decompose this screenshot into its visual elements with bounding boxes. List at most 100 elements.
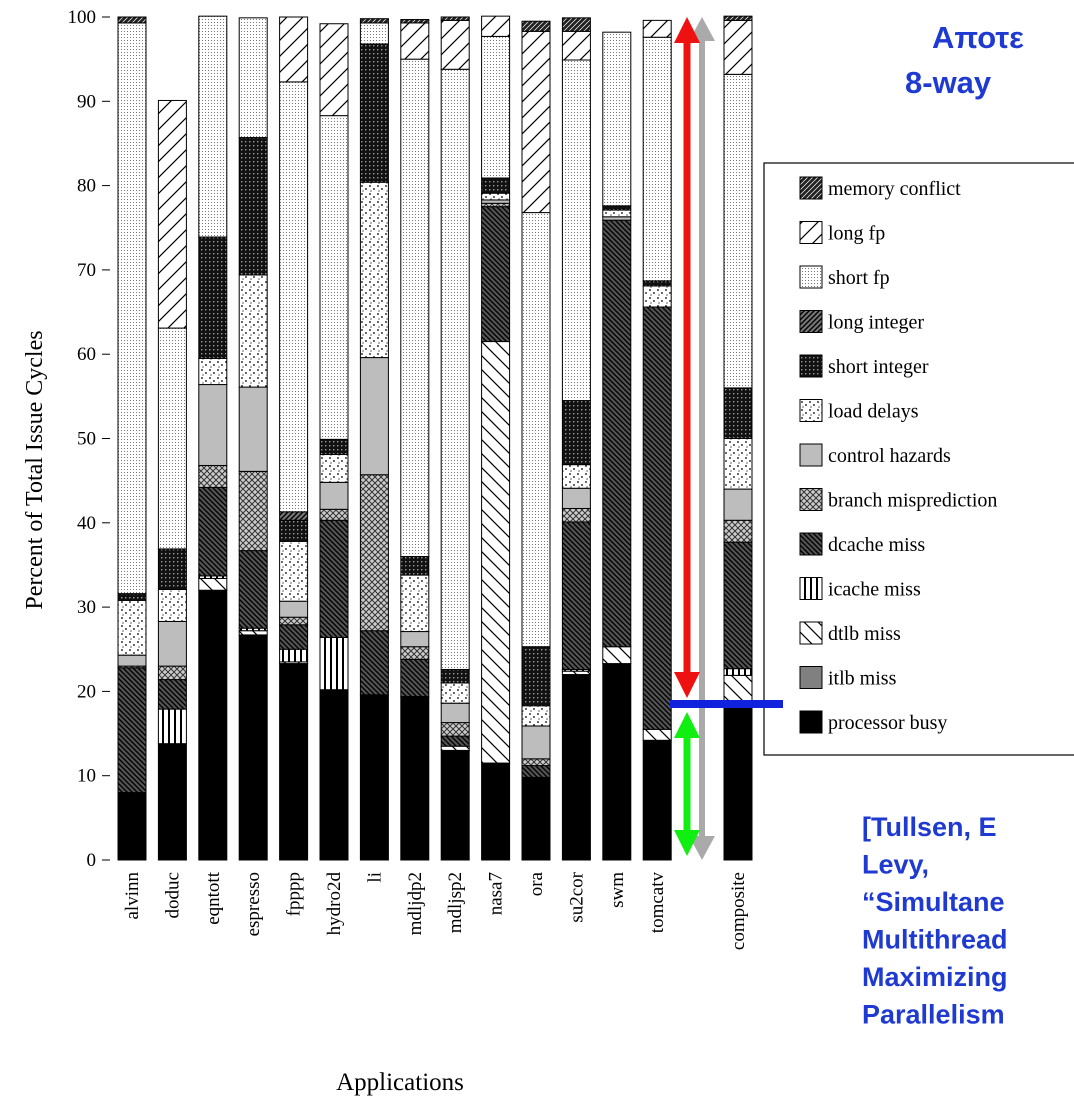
legend-label-control-hazards: control hazards — [828, 445, 951, 467]
bar-segment-composite-branch-misprediction — [723, 519, 753, 543]
bar-segment-fpppp-short-integer — [279, 519, 309, 542]
bar-segment-tomcatv-short-integer — [642, 280, 672, 287]
text-layer: Αποτε 8-way [Tullsen, E Levy, “Simultane Mult… — [862, 20, 1024, 1030]
bar-segment-li-processor-busy — [359, 694, 389, 861]
y-tick-label: 30 — [77, 597, 96, 618]
bar-segment-nasa7-dtlb-miss — [481, 341, 511, 764]
legend-label-dtlb-miss: dtlb miss — [828, 623, 901, 645]
bar-segment-eqntott-short-fp — [198, 15, 228, 238]
legend-swatch-short-integer — [799, 354, 823, 378]
bar-segment-su2cor-load-delays — [561, 464, 591, 489]
bar-segment-hydro2d-control-hazards — [319, 481, 349, 510]
bar-segment-nasa7-short-fp — [481, 35, 511, 179]
legend-swatch-long-integer — [799, 310, 823, 333]
citation-line: [Tullsen, E — [862, 812, 997, 842]
bar-segment-mdljdp2-long-fp — [400, 22, 430, 60]
bar-segment-fpppp-icache-miss — [279, 648, 309, 663]
bar-segment-ora-long-fp — [521, 30, 551, 214]
bar-segment-ora-load-delays — [521, 705, 551, 727]
bar-segment-ora-dcache-miss — [521, 765, 551, 778]
bar-segment-mdljdp2-branch-misprediction — [400, 646, 430, 660]
y-axis-title: Percent of Total Issue Cycles — [22, 330, 48, 609]
annotations-layer — [670, 17, 783, 860]
bar-segment-li-short-integer — [359, 43, 389, 183]
bar-segment-su2cor-long-fp — [561, 30, 591, 61]
bar-segment-doduc-dcache-miss — [157, 679, 187, 710]
bar-segment-eqntott-processor-busy — [198, 589, 228, 861]
bar-segment-swm-dtlb-miss — [602, 646, 632, 665]
bar-segment-mdljdp2-memory-conflict — [400, 19, 430, 24]
x-tick-label-nasa7: nasa7 — [486, 872, 507, 915]
bar-segment-swm-short-fp — [602, 31, 632, 207]
bar-segment-mdljsp2-load-delays — [440, 682, 470, 704]
bar-segment-eqntott-branch-misprediction — [198, 464, 228, 488]
bar-segment-hydro2d-short-fp — [319, 115, 349, 440]
bar-segment-alvinn-memory-conflict — [117, 16, 147, 24]
red-double-arrow — [674, 17, 700, 699]
bar-segment-alvinn-control-hazards — [117, 654, 147, 667]
y-tick-label: 100 — [68, 7, 97, 28]
x-tick-label-su2cor: su2cor — [566, 871, 587, 922]
x-tick-label-espresso: espresso — [243, 872, 264, 936]
bar-segment-su2cor-branch-misprediction — [561, 507, 591, 523]
bar-segment-tomcatv-short-fp — [642, 36, 672, 282]
y-tick-label: 10 — [77, 766, 96, 787]
legend-swatch-short-fp — [799, 265, 823, 289]
bar-segment-espresso-dcache-miss — [238, 550, 268, 629]
bar-segment-hydro2d-branch-misprediction — [319, 508, 349, 521]
bar-segment-mdljsp2-dcache-miss — [440, 735, 470, 747]
legend-label-memory-conflict: memory conflict — [828, 178, 961, 200]
bar-segment-espresso-load-delays — [238, 274, 268, 388]
bar-segment-swm-dcache-miss — [602, 219, 632, 648]
green-double-arrow — [674, 712, 700, 856]
bar-segment-mdljsp2-control-hazards — [440, 702, 470, 724]
bar-segment-doduc-control-hazards — [157, 620, 187, 667]
bar-segment-ora-short-integer — [521, 646, 551, 707]
legend-label-load-delays: load delays — [828, 401, 919, 423]
slide-title-line2: 8-way — [905, 65, 992, 100]
bar-segment-eqntott-control-hazards — [198, 384, 228, 466]
bar-segment-alvinn-short-integer — [117, 593, 147, 601]
bar-segment-mdljsp2-short-fp — [440, 68, 470, 670]
bar-segment-composite-dcache-miss — [723, 541, 753, 670]
bar-segment-mdljsp2-branch-misprediction — [440, 722, 470, 737]
legend-label-long-integer: long integer — [828, 312, 924, 334]
y-tick-label: 20 — [77, 681, 96, 702]
bar-segment-mdljdp2-short-fp — [400, 58, 430, 558]
bar-segment-nasa7-branch-misprediction — [481, 202, 511, 208]
bar-segment-mdljdp2-load-delays — [400, 574, 430, 633]
citation-line: Levy, — [862, 850, 929, 880]
legend: memory conflict long fp short fp long integ… — [763, 162, 1074, 756]
bar-segment-composite-short-integer — [723, 387, 753, 440]
bar-segment-li-control-hazards — [359, 357, 389, 476]
bar-segment-tomcatv-dtlb-miss — [642, 728, 672, 741]
bar-segment-espresso-processor-busy — [238, 634, 268, 861]
legend-label-icache-miss: icache miss — [828, 579, 921, 601]
x-tick-label-mdljsp2: mdljsp2 — [445, 872, 466, 933]
bar-segment-fpppp-control-hazards — [279, 600, 309, 618]
bar-segment-mdljsp2-short-integer — [440, 668, 470, 684]
bar-segment-doduc-load-delays — [157, 588, 187, 622]
legend-swatch-dcache-miss — [799, 532, 823, 556]
bar-segment-swm-short-integer — [602, 205, 632, 211]
bar-segment-fpppp-dcache-miss — [279, 624, 309, 650]
bar-segment-eqntott-short-integer — [198, 236, 228, 359]
axes-layer: 0 10 20 30 40 50 60 70 80 90 100 alvinn doduc eqntott… — [22, 7, 749, 1096]
legend-swatch-branch-misprediction — [799, 488, 823, 511]
x-tick-label-mdljdp2: mdljdp2 — [405, 872, 426, 935]
y-tick-label: 70 — [77, 260, 96, 281]
citation-line: “Simultane — [862, 887, 1005, 917]
bar-segment-nasa7-long-fp — [481, 15, 511, 37]
bar-segment-doduc-branch-misprediction — [157, 665, 187, 681]
bar-segment-tomcatv-processor-busy — [642, 739, 672, 861]
y-tick-label: 90 — [77, 91, 96, 112]
bar-segment-fpppp-load-delays — [279, 540, 309, 602]
legend-swatch-itlb-miss — [799, 666, 823, 689]
bar-segment-eqntott-load-delays — [198, 357, 228, 386]
legend-swatch-long-fp — [799, 221, 823, 244]
bar-segment-fpppp-branch-misprediction — [279, 616, 309, 626]
bar-segment-nasa7-short-integer — [481, 177, 511, 194]
bar-segment-su2cor-control-hazards — [561, 487, 591, 509]
citation-line: Parallelism — [862, 1000, 1005, 1030]
